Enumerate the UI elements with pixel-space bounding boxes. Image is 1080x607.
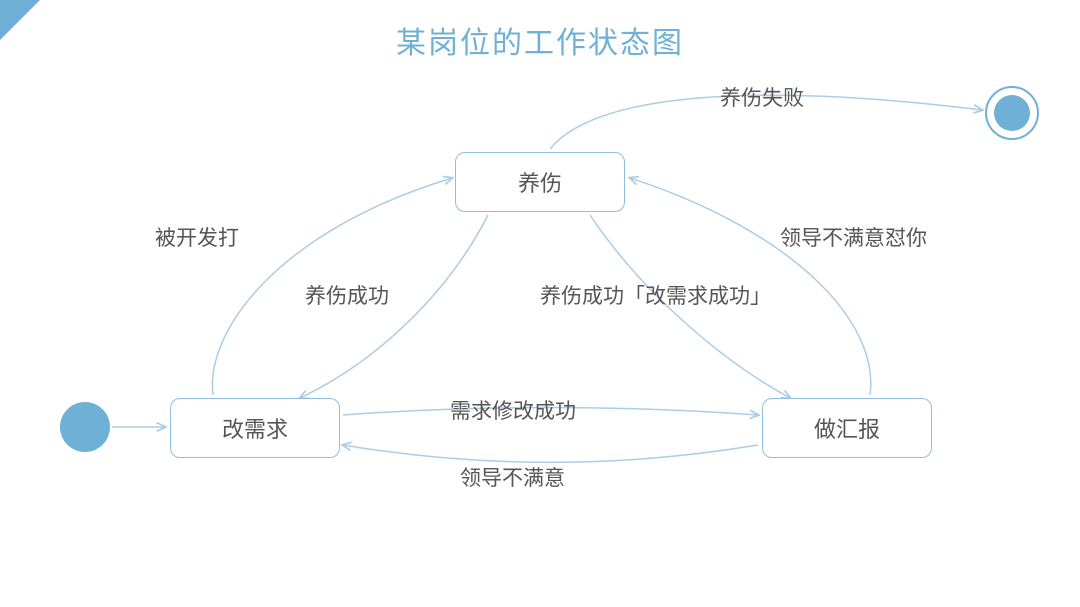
edge-label-gaixuqiu-to-zuohuibao: 需求修改成功 bbox=[450, 395, 576, 425]
end-node bbox=[985, 86, 1039, 140]
diagram-title: 某岗位的工作状态图 bbox=[396, 18, 684, 62]
state-node-label: 养伤 bbox=[518, 166, 562, 198]
state-node-gaixuqiu: 改需求 bbox=[170, 398, 340, 458]
edge-label-gaixuqiu-to-yangshang: 被开发打 bbox=[155, 222, 239, 252]
edge-label-zuohuibao-to-gaixuqiu: 领导不满意 bbox=[460, 462, 565, 492]
end-node-inner bbox=[994, 95, 1030, 131]
edge-zuohuibao-to-gaixuqiu bbox=[343, 445, 758, 462]
edge-label-yangshang-to-end: 养伤失败 bbox=[720, 82, 804, 112]
corner-triangle-icon bbox=[0, 0, 40, 40]
edge-label-yangshang-to-gaixuqiu: 养伤成功 bbox=[305, 280, 389, 310]
state-node-yangshang: 养伤 bbox=[455, 152, 625, 212]
state-node-zuohuibao: 做汇报 bbox=[762, 398, 932, 458]
diagram-canvas: 某岗位的工作状态图 被开发打养伤成功 养伤成功「改需求成功」领导不满意怼你需求修改… bbox=[0, 0, 1080, 607]
state-node-label: 改需求 bbox=[222, 412, 288, 444]
state-node-label: 做汇报 bbox=[814, 412, 880, 444]
start-node bbox=[60, 402, 110, 452]
edge-label-yangshang-to-zuohuibao: 养伤成功「改需求成功」 bbox=[540, 280, 771, 310]
edge-label-zuohuibao-to-yangshang: 领导不满意怼你 bbox=[780, 222, 927, 252]
